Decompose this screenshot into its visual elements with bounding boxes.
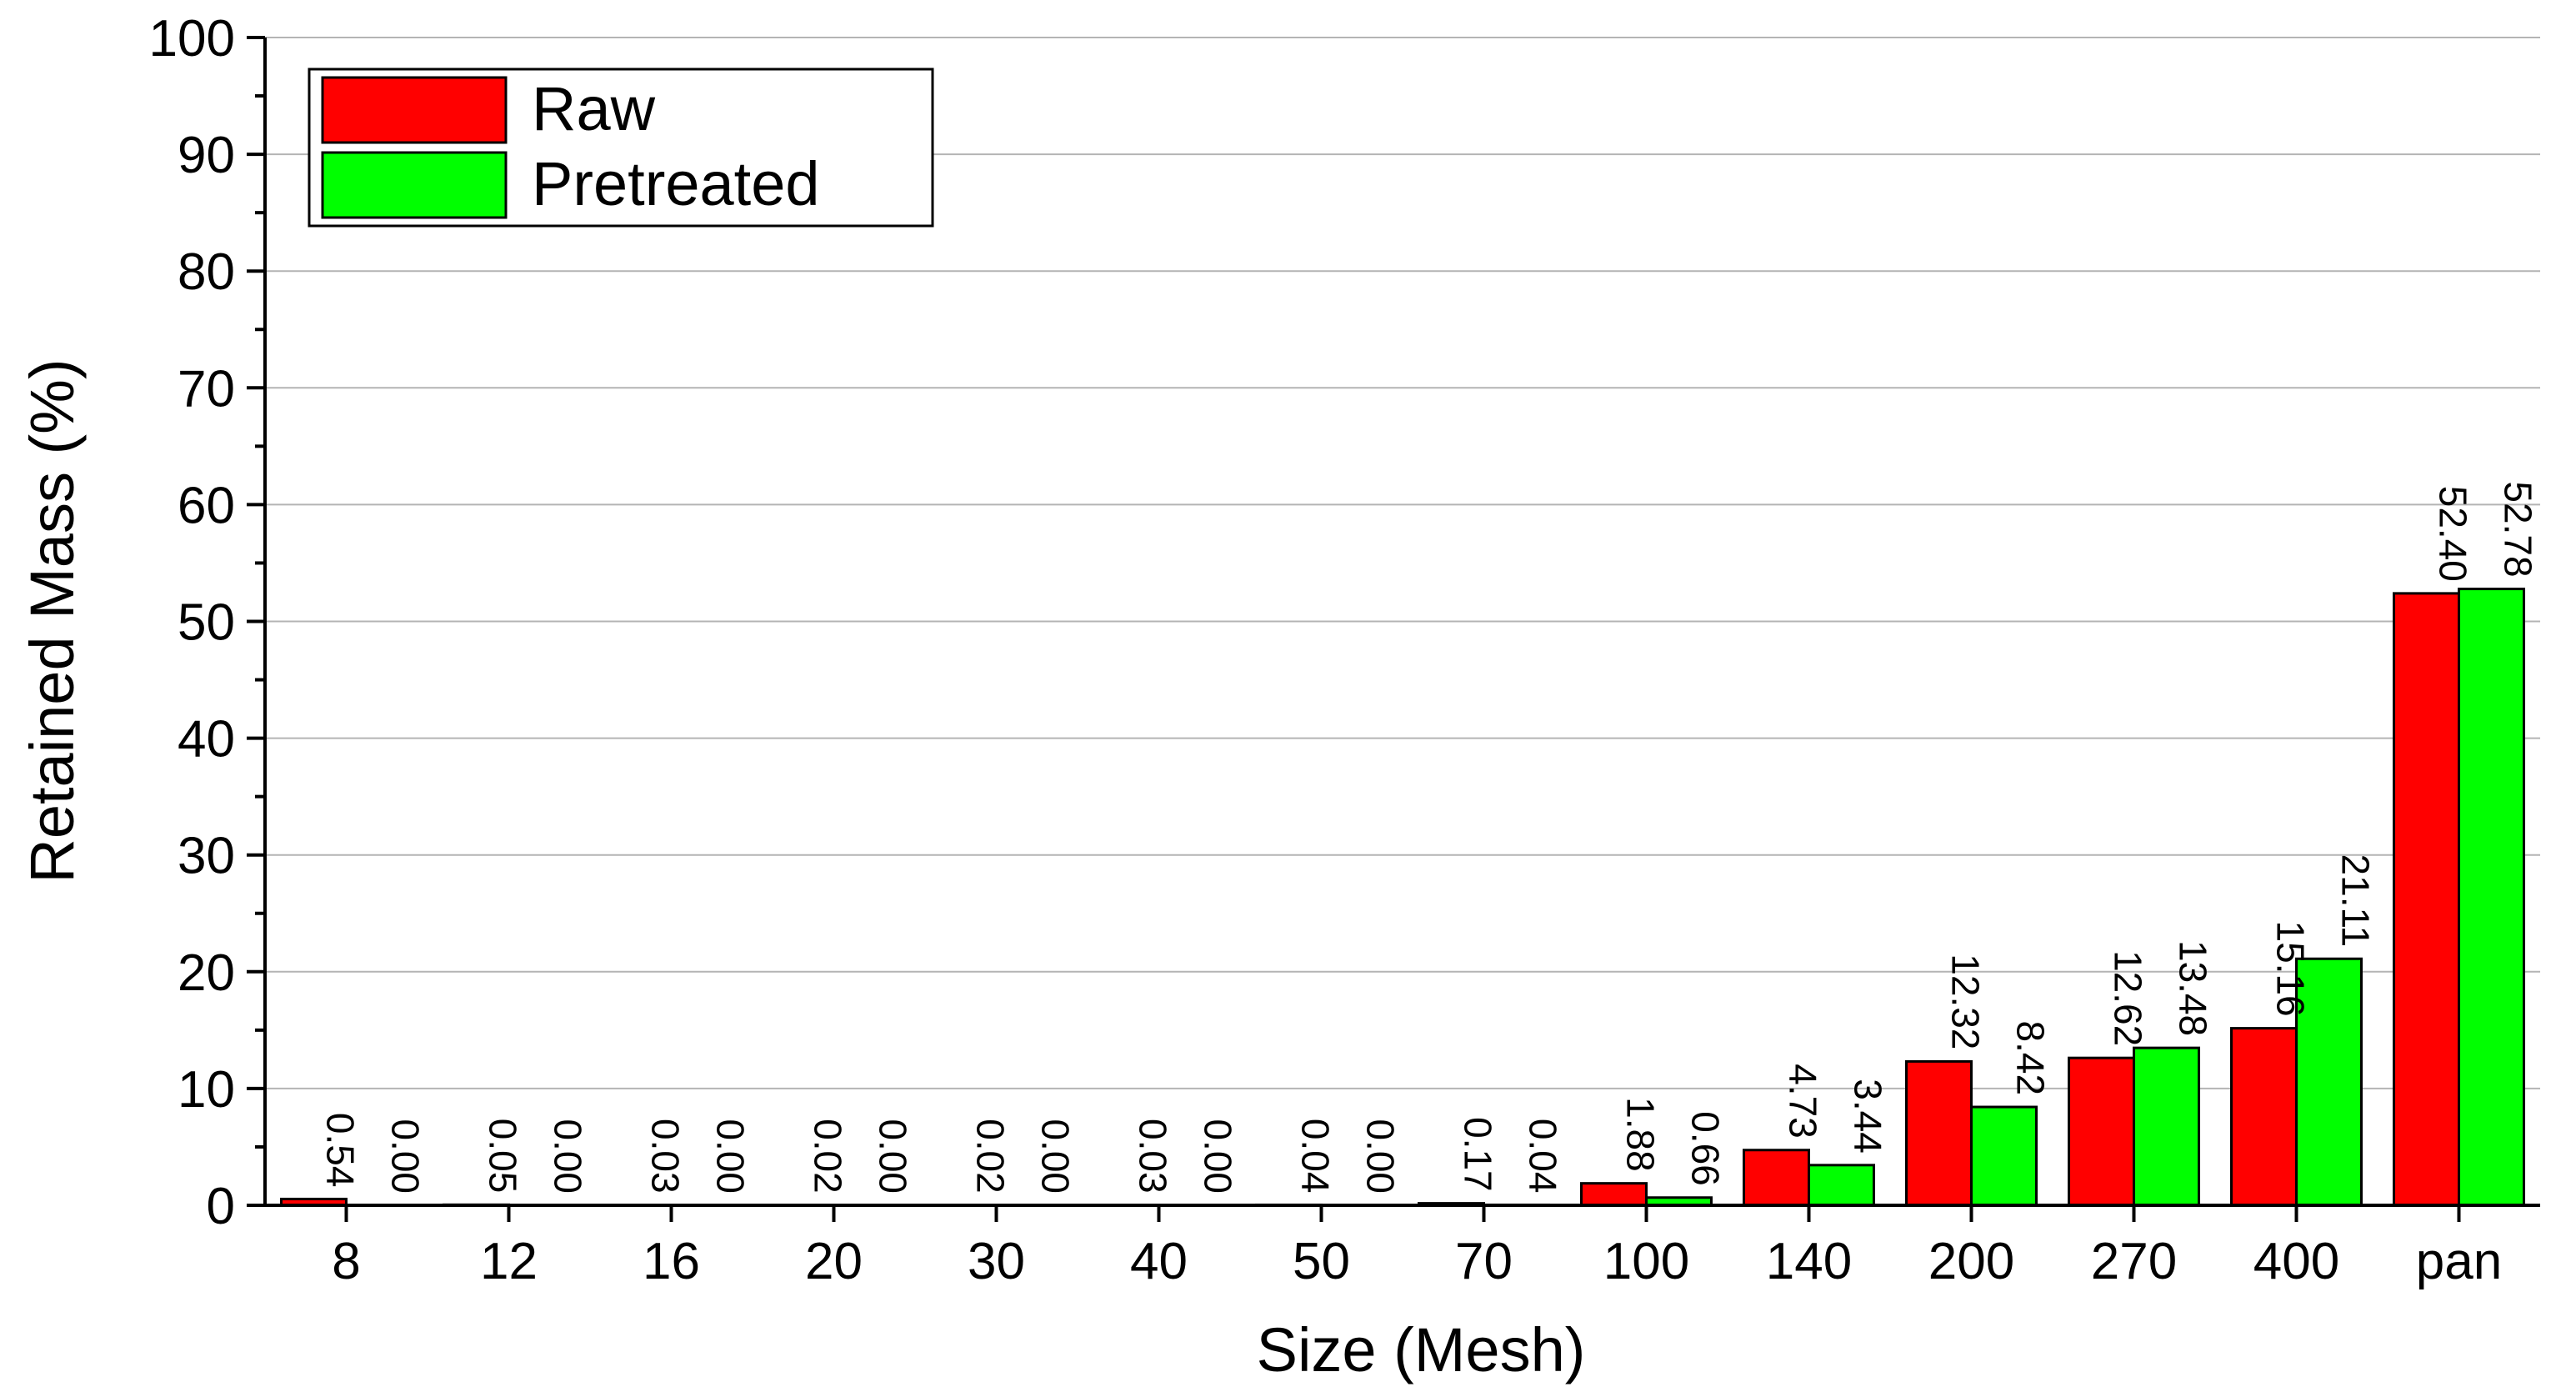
value-label-pretreated-30: 0.00: [1034, 1119, 1078, 1194]
bar-pretreated-270: [2133, 1046, 2200, 1207]
value-label-pretreated-270: 13.48: [2172, 940, 2215, 1036]
legend-label-pretreated: Pretreated: [532, 149, 820, 218]
value-label-raw-200: 12.32: [1944, 954, 1988, 1049]
bar-pretreated-200: [1970, 1105, 2038, 1207]
y-tick-label: 90: [178, 127, 235, 184]
bars: [280, 588, 2525, 1207]
y-tick-label: 100: [149, 10, 235, 68]
x-tick-label: 140: [1766, 1233, 1852, 1290]
value-label-pretreated-pan: 52.78: [2497, 481, 2540, 577]
value-label-pretreated-200: 8.42: [2009, 1021, 2053, 1096]
x-tick-label: 70: [1455, 1233, 1513, 1290]
legend-label-raw: Raw: [532, 74, 656, 143]
legend-swatch-pretreated: [321, 151, 508, 219]
legend: Raw Pretreated: [308, 68, 934, 228]
value-label-pretreated-140: 3.44: [1847, 1079, 1890, 1154]
y-tick-label: 50: [178, 594, 235, 652]
y-tick-label: 0: [207, 1178, 235, 1235]
value-label-raw-400: 15.16: [2269, 920, 2313, 1016]
value-label-raw-40: 0.03: [1132, 1119, 1175, 1194]
bar-pretreated-400: [2295, 957, 2363, 1207]
value-label-raw-16: 0.03: [644, 1119, 688, 1194]
x-tick-label: 270: [2091, 1233, 2177, 1290]
bar-raw-100: [1580, 1182, 1648, 1207]
value-label-pretreated-70: 0.04: [1522, 1119, 1565, 1194]
value-label-raw-pan: 52.40: [2432, 486, 2475, 582]
x-tick-label: 400: [2253, 1233, 2339, 1290]
value-label-raw-50: 0.04: [1294, 1119, 1338, 1194]
value-label-raw-270: 12.62: [2107, 950, 2150, 1046]
x-tick-label: 50: [1293, 1233, 1350, 1290]
y-axis-title: Retained Mass (%): [18, 358, 87, 883]
bar-raw-400: [2230, 1027, 2298, 1207]
value-label-pretreated-16: 0.00: [709, 1119, 753, 1194]
bar-raw-270: [2068, 1056, 2135, 1207]
value-label-pretreated-50: 0.00: [1359, 1119, 1403, 1194]
x-tick-label: 16: [643, 1233, 700, 1290]
value-label-raw-30: 0.02: [969, 1119, 1013, 1194]
y-tick-label: 40: [178, 711, 235, 769]
bar-raw-200: [1905, 1059, 1973, 1207]
value-label-pretreated-100: 0.66: [1684, 1111, 1728, 1186]
axes: 0 10 20 30 40 50 60 70 80 90 100 8 12 16 20 30 40 50 70 100…: [149, 10, 2540, 1290]
value-label-raw-140: 4.73: [1782, 1064, 1825, 1139]
y-tick-label: 60: [178, 477, 235, 534]
x-tick-label: pan: [2416, 1233, 2502, 1290]
value-label-pretreated-12: 0.00: [547, 1119, 590, 1194]
value-label-raw-100: 1.88: [1619, 1097, 1663, 1172]
y-tick-label: 80: [178, 243, 235, 301]
y-tick-label: 20: [178, 944, 235, 1002]
x-tick-label: 12: [480, 1233, 538, 1290]
bar-raw-140: [1743, 1149, 1810, 1207]
grid-lines: [265, 37, 2540, 1089]
x-tick-label: 200: [1928, 1233, 2014, 1290]
value-label-raw-20: 0.02: [807, 1119, 850, 1194]
x-tick-label: 20: [805, 1233, 863, 1290]
value-label-pretreated-40: 0.00: [1197, 1119, 1240, 1194]
value-label-raw-70: 0.17: [1457, 1117, 1500, 1192]
bar-raw-pan: [2393, 592, 2460, 1207]
value-label-pretreated-400: 21.11: [2334, 854, 2378, 948]
y-tick-label: 10: [178, 1061, 235, 1119]
x-tick-label: 30: [968, 1233, 1025, 1290]
x-tick-label: 100: [1603, 1233, 1689, 1290]
value-labels: 0.54 0.00 0.05 0.00 0.03 0.00 0.02 0.00 0.02 0.00…: [319, 481, 2540, 1194]
x-tick-label: 8: [332, 1233, 360, 1290]
value-label-pretreated-20: 0.00: [872, 1119, 915, 1194]
bar-pretreated-pan: [2458, 588, 2525, 1207]
legend-swatch-raw: [321, 76, 508, 144]
x-tick-label: 40: [1130, 1233, 1188, 1290]
value-label-pretreated-8: 0.00: [384, 1119, 428, 1194]
y-tick-label: 70: [178, 360, 235, 418]
x-axis-title: Size (Mesh): [1257, 1315, 1586, 1384]
value-label-raw-8: 0.54: [319, 1113, 363, 1188]
y-tick-label: 30: [178, 828, 235, 885]
value-label-raw-12: 0.05: [482, 1119, 525, 1194]
bar-pretreated-140: [1808, 1164, 1875, 1207]
